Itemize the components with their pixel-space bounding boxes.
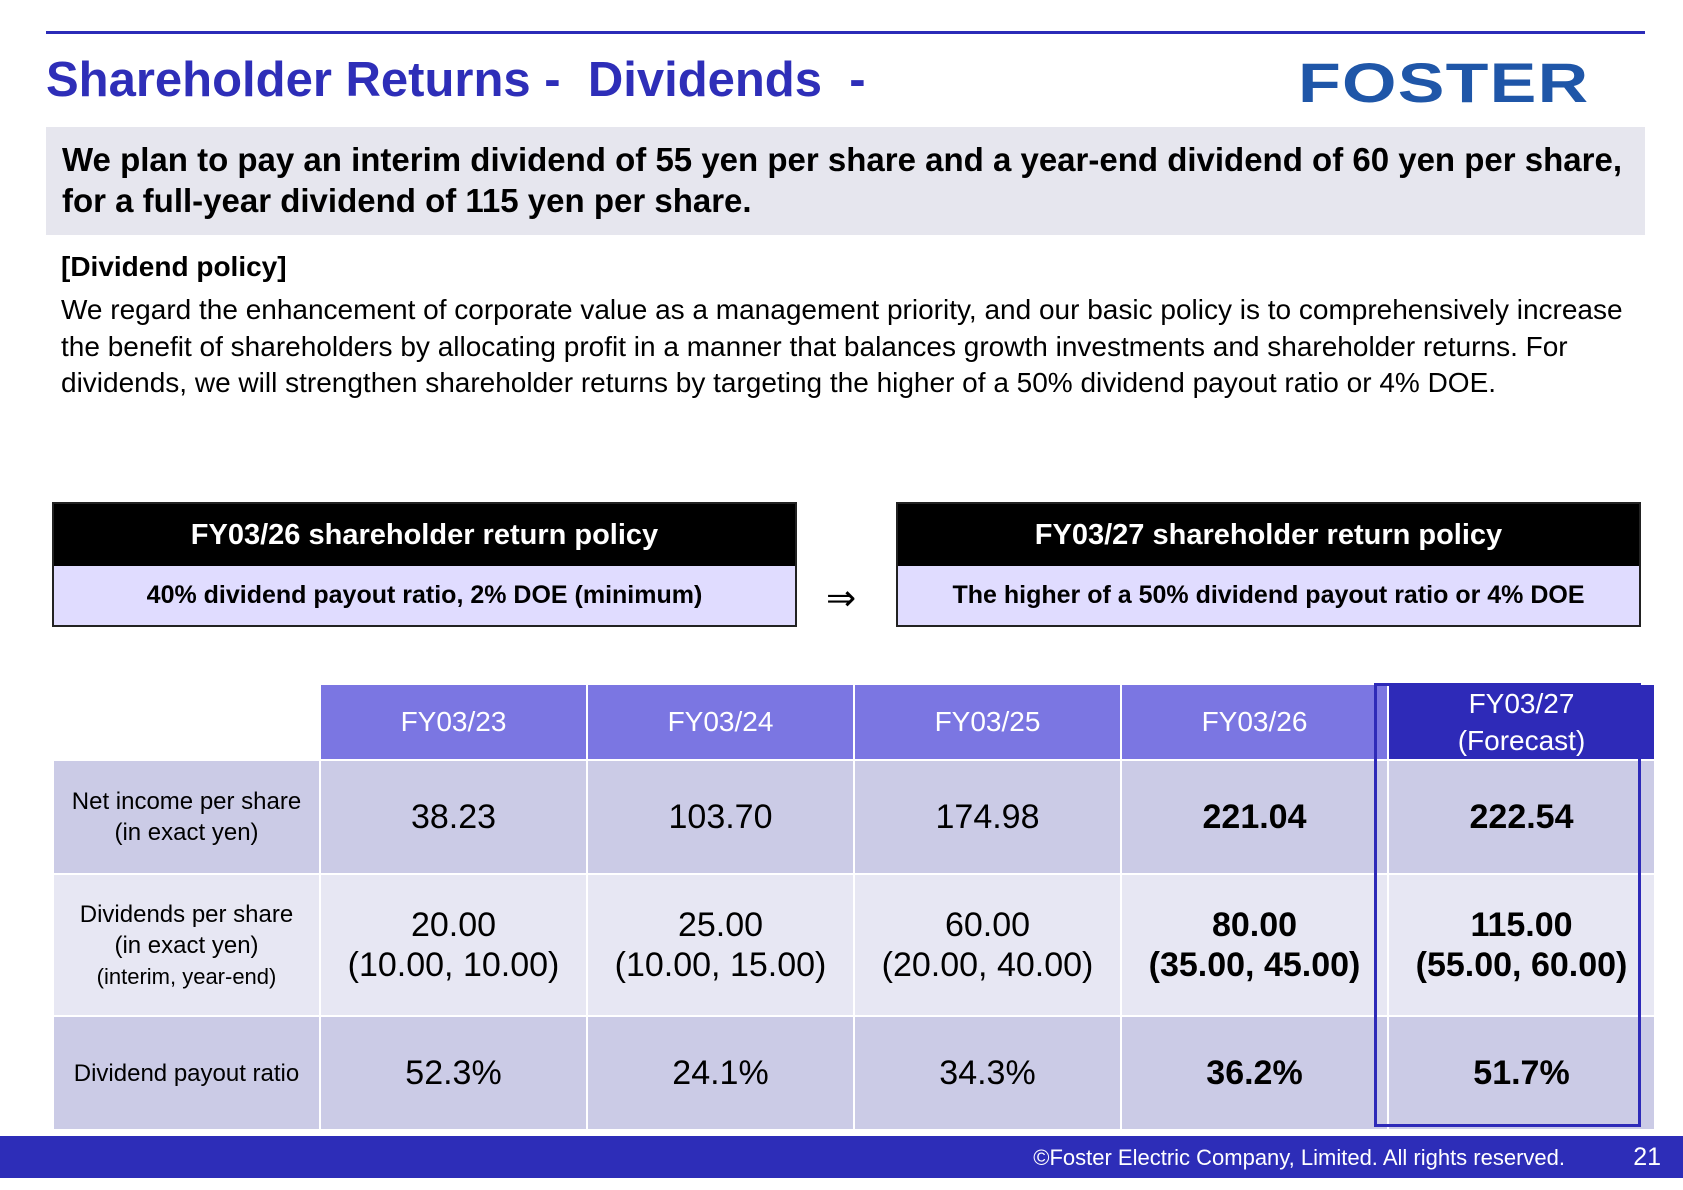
table-cell: 25.00 (10.00, 15.00) (586, 873, 855, 1017)
table-cell: 103.70 (586, 759, 855, 875)
foster-logo: FOSTER (1298, 51, 1590, 114)
row-label-net-income: Net income per share (in exact yen) (52, 759, 321, 875)
current-policy-title: FY03/26 shareholder return policy (54, 504, 795, 566)
row-label-line: (in exact yen) (114, 819, 259, 846)
dividend-breakdown: (55.00, 60.00) (1415, 946, 1628, 984)
page-number: 21 (1633, 1143, 1661, 1171)
table-row: Dividend payout ratio 52.3% 24.1% 34.3% … (52, 1015, 1656, 1131)
table-cell: 52.3% (319, 1015, 588, 1131)
year-header: FY03/23 (319, 683, 588, 761)
summary-banner: We plan to pay an interim dividend of 55… (46, 127, 1645, 235)
year-header: FY03/25 (853, 683, 1122, 761)
row-label-dividends: Dividends per share (in exact yen) (inte… (52, 873, 321, 1017)
table-cell: 115.00 (55.00, 60.00) (1387, 873, 1656, 1017)
table-corner-cell (52, 683, 321, 761)
next-policy-body: The higher of a 50% dividend payout rati… (898, 566, 1639, 625)
dividend-policy-heading: [Dividend policy] (61, 251, 287, 282)
table-cell: 222.54 (1387, 759, 1656, 875)
right-arrow-icon: ⇒ (826, 577, 857, 618)
dividend-breakdown: (10.00, 10.00) (347, 946, 560, 984)
year-header: FY03/26 (1120, 683, 1389, 761)
dividend-total: 80.00 (1211, 906, 1298, 944)
next-policy-box: FY03/27 shareholder return policy The hi… (896, 502, 1641, 627)
dividend-total: 115.00 (1470, 906, 1573, 944)
next-policy-title: FY03/27 shareholder return policy (898, 504, 1639, 566)
table-cell: 36.2% (1120, 1015, 1389, 1131)
row-label-line: (interim, year-end) (96, 963, 277, 989)
forecast-label: (Forecast) (1457, 725, 1586, 756)
table-cell: 60.00 (20.00, 40.00) (853, 873, 1122, 1017)
page-title: Shareholder Returns - Dividends - (46, 53, 866, 107)
table-cell: 38.23 (319, 759, 588, 875)
year-header: FY03/24 (586, 683, 855, 761)
table-row: Net income per share (in exact yen) 38.2… (52, 759, 1656, 875)
footer-bar: ©Foster Electric Company, Limited. All r… (0, 1136, 1683, 1178)
forecast-year-header: FY03/27 (Forecast) (1387, 683, 1656, 761)
row-label-line: Net income per share (71, 788, 302, 815)
table-cell: 80.00 (35.00, 45.00) (1120, 873, 1389, 1017)
current-policy-body: 40% dividend payout ratio, 2% DOE (minim… (54, 566, 795, 625)
table-cell: 34.3% (853, 1015, 1122, 1131)
dividend-breakdown: (10.00, 15.00) (614, 946, 827, 984)
table-cell: 51.7% (1387, 1015, 1656, 1131)
row-label-line: (in exact yen) (114, 931, 259, 959)
table-cell: 24.1% (586, 1015, 855, 1131)
table-cell: 20.00 (10.00, 10.00) (319, 873, 588, 1017)
top-rule (46, 31, 1645, 34)
dividend-total: 20.00 (410, 906, 497, 944)
dividend-breakdown: (35.00, 45.00) (1148, 946, 1361, 984)
dividend-policy-text: We regard the enhancement of corporate v… (61, 294, 1623, 398)
dividend-breakdown: (20.00, 40.00) (881, 946, 1094, 984)
table-header-row: FY03/23 FY03/24 FY03/25 FY03/26 FY03/27 … (52, 683, 1656, 761)
current-policy-box: FY03/26 shareholder return policy 40% di… (52, 502, 797, 627)
table-cell: 221.04 (1120, 759, 1389, 875)
dividend-total: 25.00 (677, 906, 764, 944)
table-cell: 174.98 (853, 759, 1122, 875)
dividend-table: FY03/23 FY03/24 FY03/25 FY03/26 FY03/27 … (52, 683, 1656, 1131)
row-label-line: Dividends per share (79, 900, 294, 928)
dividend-total: 60.00 (944, 906, 1031, 944)
forecast-year-label: FY03/27 (1468, 688, 1575, 719)
table-row: Dividends per share (in exact yen) (inte… (52, 873, 1656, 1017)
copyright-text: ©Foster Electric Company, Limited. All r… (1033, 1145, 1565, 1170)
row-label-payout-ratio: Dividend payout ratio (52, 1015, 321, 1131)
